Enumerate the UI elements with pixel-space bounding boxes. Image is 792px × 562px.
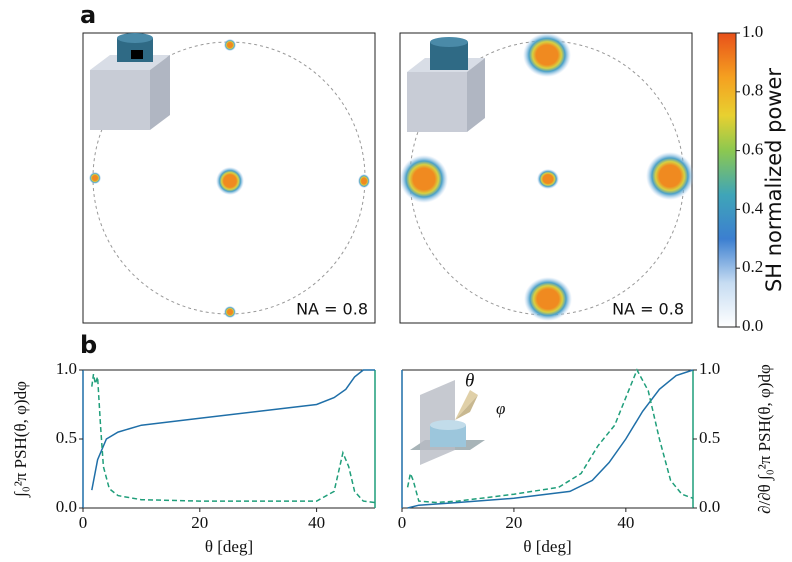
x-tick-label: 40 bbox=[617, 513, 634, 532]
y-axis-label: ∫₀²π PSH(θ, φ)dφ bbox=[11, 381, 31, 498]
panel-label: b bbox=[80, 331, 97, 359]
colorbar-label: SH normalized power bbox=[762, 68, 786, 292]
annotation: NA = 0.8 bbox=[296, 300, 368, 319]
colorbar-tick-label: 0.4 bbox=[742, 198, 764, 217]
inset-label: φ bbox=[496, 399, 505, 418]
x-tick-label: 20 bbox=[505, 513, 522, 532]
x-axis-label: θ [deg] bbox=[523, 537, 571, 556]
x-tick-label: 0 bbox=[79, 513, 88, 532]
y-tick-label: 0.5 bbox=[699, 428, 720, 447]
colorbar bbox=[717, 32, 737, 328]
colorbar-tick-label: 1.0 bbox=[742, 22, 763, 41]
colorbar-tick-label: 0.6 bbox=[742, 140, 763, 159]
x-tick-label: 20 bbox=[191, 513, 208, 532]
y-tick-label: 1.0 bbox=[699, 359, 720, 378]
y-tick-label: 0.5 bbox=[56, 428, 77, 447]
x-tick-label: 40 bbox=[308, 513, 325, 532]
farfield-image: NA = 0.8 bbox=[82, 32, 376, 324]
x-axis-label: θ [deg] bbox=[205, 537, 253, 556]
farfield-image: NA = 0.8 bbox=[399, 32, 694, 324]
colorbar-tick-label: 0.8 bbox=[742, 81, 763, 100]
panel-label: a bbox=[80, 1, 96, 29]
colorbar-tick-label: 0.0 bbox=[742, 316, 763, 335]
y-tick-label: 0.0 bbox=[56, 497, 77, 516]
data-line bbox=[407, 369, 694, 509]
data-line bbox=[91, 373, 376, 504]
y-axis-label: ∂/∂θ ∫₀²π PSH(θ, φ)dφ bbox=[755, 364, 775, 514]
data-line bbox=[406, 368, 694, 504]
inset-label: θ bbox=[465, 370, 474, 391]
colorbar-tick-label: 0.2 bbox=[742, 257, 763, 276]
annotation: NA = 0.8 bbox=[612, 300, 684, 319]
y-tick-label: 0.0 bbox=[699, 497, 720, 516]
x-tick-label: 0 bbox=[398, 513, 407, 532]
inset-schematic: θ φ bbox=[410, 370, 505, 465]
data-line bbox=[91, 369, 375, 491]
y-tick-label: 1.0 bbox=[56, 359, 77, 378]
